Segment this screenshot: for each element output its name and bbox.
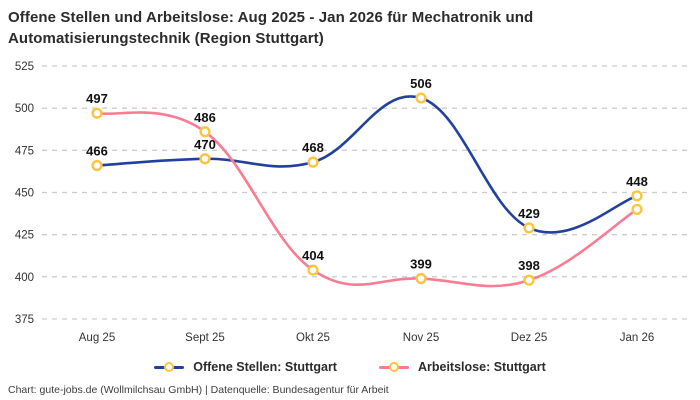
circle-marker-icon [164,362,175,372]
y-tick-label: 400 [15,272,34,284]
data-point-label: 486 [194,110,216,125]
x-tick-label: Okt 25 [296,332,330,344]
data-point-marker[interactable] [415,272,427,285]
data-point-label: 404 [302,248,324,263]
x-tick-label: Jan 26 [620,332,655,344]
chart-title-line1: Offene Stellen und Arbeitslose: Aug 2025… [8,9,534,26]
data-point-label: 448 [626,174,648,189]
data-point-label: 399 [410,257,432,272]
legend-swatch-arbeitslose [378,362,409,372]
data-point-marker[interactable] [523,222,535,234]
data-point-marker[interactable] [199,126,211,138]
legend-item-offene-stellen[interactable]: Offene Stellen: Stuttgart [154,360,337,374]
data-point-label: 506 [410,76,432,91]
data-point-label: 468 [302,140,324,155]
data-point-marker[interactable] [415,92,427,104]
y-tick-label: 375 [15,314,34,326]
chart-credit: Chart: gute-jobs.de (Wollmilchsau GmbH) … [8,384,389,396]
data-point-marker[interactable] [523,274,535,286]
chart-title-line2: Automatisierungstechnik (Region Stuttgar… [8,30,324,47]
circle-marker-icon [388,362,399,372]
data-point-label: 398 [518,258,540,273]
series-line-1 [95,111,639,288]
legend-label: Arbeitslose: Stuttgart [417,360,546,374]
y-tick-label: 525 [15,61,34,73]
y-tick-label: 500 [15,103,34,115]
data-point-marker[interactable] [631,190,643,202]
y-tick-label: 475 [15,145,34,157]
x-tick-label: Nov 25 [403,332,439,344]
y-tick-label: 450 [15,188,34,200]
data-point-marker[interactable] [91,159,103,172]
data-point-marker[interactable] [307,264,319,276]
chart-legend: Offene Stellen: Stuttgart Arbeitslose: S… [0,360,700,374]
x-tick-label: Aug 25 [79,332,115,344]
x-tick-label: Dez 25 [511,332,547,344]
data-point-label: 470 [194,137,216,152]
data-point-label: 466 [86,144,108,159]
x-tick-label: Sept 25 [185,332,225,344]
legend-swatch-offene-stellen [154,362,185,372]
data-point-marker[interactable] [91,107,103,119]
data-point-label: 429 [518,206,540,221]
data-point-marker[interactable] [199,153,211,165]
y-tick-label: 425 [15,230,34,242]
data-point-label: 497 [86,91,108,106]
data-point-marker[interactable] [307,156,319,168]
legend-item-arbeitslose[interactable]: Arbeitslose: Stuttgart [378,360,546,374]
chart-title: Offene Stellen und Arbeitslose: Aug 2025… [8,7,692,49]
data-point-marker[interactable] [631,203,643,215]
legend-label: Offene Stellen: Stuttgart [193,360,337,374]
